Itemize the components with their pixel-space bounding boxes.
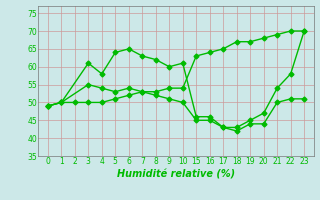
X-axis label: Humidité relative (%): Humidité relative (%) [117,169,235,179]
